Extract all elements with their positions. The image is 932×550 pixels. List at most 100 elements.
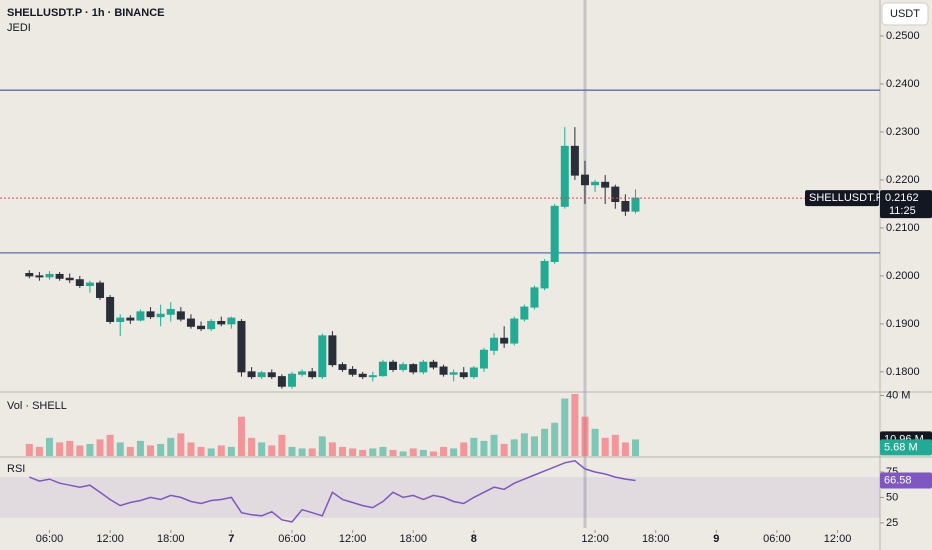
x-tick-label: 7	[228, 533, 234, 545]
candle-body	[328, 335, 337, 366]
volume-bar	[591, 428, 599, 456]
volume-bar	[409, 448, 417, 456]
candle-body	[308, 371, 317, 378]
last-price-box	[880, 190, 932, 219]
candle-body	[621, 201, 630, 212]
unit-label[interactable]: USDT	[890, 8, 920, 20]
volume-bar	[136, 440, 144, 456]
volume-bar	[278, 434, 286, 456]
volume-bar	[96, 439, 104, 456]
y-tick-label: 0.2500	[886, 30, 920, 42]
candle-body	[591, 181, 600, 186]
candle-body	[35, 275, 44, 278]
candle-body	[389, 361, 398, 370]
volume-bar	[631, 439, 639, 456]
y-tick-label: 0.1900	[886, 318, 920, 330]
volume-bar	[217, 445, 225, 456]
y-tick-label: 0.2300	[886, 126, 920, 138]
y-tick-label: 0.2400	[886, 78, 920, 90]
candle-body	[55, 273, 64, 279]
y-tick-label: 50	[886, 491, 898, 503]
candle-body	[166, 308, 175, 315]
volume-tag: 5.68 M	[884, 441, 918, 453]
candle-body	[338, 364, 347, 370]
volume-bar	[66, 440, 74, 456]
volume-bar	[490, 434, 498, 456]
volume-bar	[571, 394, 579, 456]
x-tick-label: 06:00	[278, 533, 306, 545]
volume-bar	[399, 451, 407, 456]
rsi-last-value: 66.58	[884, 474, 912, 486]
candle-body	[580, 174, 589, 186]
volume-bar	[197, 446, 205, 456]
last-price-value: 0.2162	[885, 192, 919, 204]
rsi-last-value-box	[880, 472, 932, 489]
candle-body	[611, 186, 620, 203]
volume-bar	[268, 445, 276, 456]
candle-body	[500, 337, 509, 344]
candle-body	[116, 317, 125, 322]
candle-body	[257, 372, 266, 378]
volume-bar	[379, 446, 387, 456]
candle-body	[570, 145, 579, 176]
candle-body	[267, 372, 276, 378]
volume-bar	[339, 446, 347, 456]
candle-body	[75, 279, 84, 286]
volume-bar	[106, 434, 114, 456]
candle-body	[126, 317, 135, 321]
volume-bar	[298, 448, 306, 456]
x-tick-label: 18:00	[642, 533, 670, 545]
volume-bar	[76, 445, 84, 456]
x-tick-label: 12:00	[96, 533, 124, 545]
volume-tag-box	[880, 439, 932, 456]
y-tick-label: 0.1800	[886, 366, 920, 378]
candle-body	[45, 273, 54, 278]
candle-body	[85, 282, 94, 286]
candle-body	[65, 277, 74, 281]
x-tick-label: 12:00	[339, 533, 367, 545]
unit-box[interactable]	[881, 2, 929, 26]
volume-bar	[126, 446, 134, 456]
last-price-countdown: 11:25	[889, 205, 916, 217]
volume-bar	[460, 442, 468, 456]
candle-body	[530, 287, 539, 308]
last-price-name-box	[805, 190, 879, 207]
x-tick-label: 9	[713, 533, 719, 545]
rsi-line	[29, 459, 636, 523]
volume-bar	[227, 446, 235, 456]
y-tick-label: 25	[886, 517, 898, 529]
x-tick-label: 18:00	[157, 533, 185, 545]
candle-body	[550, 205, 559, 262]
candle-body	[298, 371, 307, 375]
x-tick-label: 12:00	[824, 533, 852, 545]
candle-body	[146, 311, 155, 318]
candle-body	[479, 349, 488, 369]
candle-body	[520, 306, 529, 320]
volume-bar	[369, 448, 377, 456]
candle-body	[176, 311, 185, 320]
candle-body	[601, 181, 610, 188]
candle-body	[136, 311, 145, 321]
candle-body	[106, 296, 115, 322]
volume-bar	[167, 437, 175, 456]
volume-bar	[308, 448, 316, 456]
volume-bar	[520, 433, 528, 456]
volume-bar	[328, 442, 336, 456]
volume-bar	[419, 449, 427, 456]
volume-bar	[551, 422, 559, 456]
candle-body	[318, 335, 327, 378]
candle-body	[227, 317, 236, 325]
candle-body	[631, 197, 640, 212]
volume-bar	[288, 446, 296, 456]
volume-bar	[530, 436, 538, 456]
candle-body	[207, 320, 216, 330]
candle-body	[348, 368, 357, 375]
volume-bar	[389, 449, 397, 456]
marks	[0, 89, 880, 523]
x-tick-label: 06:00	[36, 533, 64, 545]
volume-title: Vol · SHELL	[7, 400, 67, 412]
volume-bar	[581, 416, 589, 456]
volume-bar	[86, 443, 94, 456]
candle-body	[469, 367, 478, 378]
